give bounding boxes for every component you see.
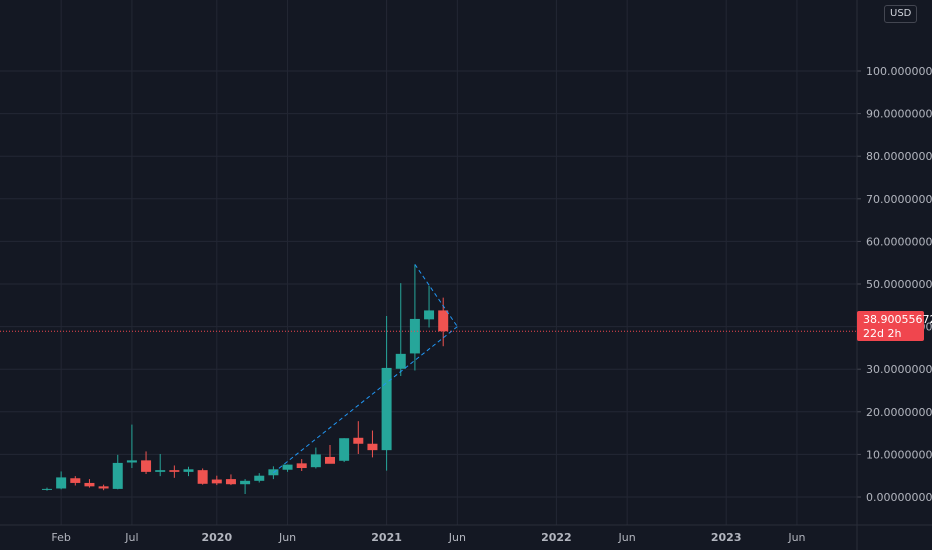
candle-down[interactable] (353, 437, 364, 444)
x-tick-label: 2020 (201, 531, 232, 544)
last-price-badge: 38.90055672 22d 2h (857, 311, 932, 341)
candle-up[interactable] (56, 477, 67, 489)
y-tick-label: 80.00000000 (866, 150, 932, 163)
x-tick-label: Jun (278, 531, 296, 544)
y-tick-label: 0.00000000 (866, 491, 932, 504)
y-tick-label: 100.00000000 (866, 65, 932, 78)
candle-down[interactable] (70, 478, 81, 483)
candle-down[interactable] (98, 486, 109, 489)
x-tick-label: 2021 (371, 531, 402, 544)
x-tick-label: Feb (51, 531, 70, 544)
y-tick-label: 30.00000000 (866, 363, 932, 376)
y-tick-label: 20.00000000 (866, 406, 932, 419)
x-tick-label: 2022 (541, 531, 572, 544)
x-tick-label: Jun (448, 531, 466, 544)
candle-up[interactable] (112, 462, 123, 489)
currency-label: USD (890, 8, 912, 19)
candle-countdown: 22d 2h (863, 327, 902, 340)
candle-up[interactable] (409, 318, 420, 354)
x-tick-label: Jun (787, 531, 805, 544)
y-tick-label: 10.00000000 (866, 448, 932, 461)
trendline[interactable] (414, 264, 458, 327)
y-tick-label: 60.00000000 (866, 235, 932, 248)
y-tick-label: 70.00000000 (866, 193, 932, 206)
candle-up[interactable] (381, 367, 392, 451)
candle-down[interactable] (438, 310, 449, 332)
candle-down[interactable] (84, 482, 95, 487)
candle-up[interactable] (240, 480, 251, 485)
candle-down[interactable] (325, 456, 335, 464)
last-price-value: 38.90055672 (863, 313, 932, 326)
candle-down[interactable] (211, 479, 222, 484)
candle-up[interactable] (339, 438, 350, 461)
candle-down[interactable] (225, 479, 236, 485)
x-tick-label: Jun (618, 531, 636, 544)
candle-up[interactable] (254, 475, 265, 481)
candle-up[interactable] (282, 464, 293, 470)
candle-down[interactable] (169, 470, 180, 472)
currency-selector[interactable]: USD (884, 5, 918, 23)
candle-up[interactable] (310, 454, 321, 468)
y-tick-label: 90.00000000 (866, 108, 932, 121)
candle-down[interactable] (141, 460, 152, 472)
candle-down[interactable] (197, 470, 208, 484)
y-tick-label: 50.00000000 (866, 278, 932, 291)
candle-down[interactable] (296, 463, 307, 469)
candle-up[interactable] (183, 469, 194, 472)
x-tick-label: Jul (124, 531, 138, 544)
candle-up[interactable] (395, 353, 406, 369)
candle-up[interactable] (42, 488, 52, 490)
candle-up[interactable] (424, 310, 435, 320)
x-tick-label: 2023 (711, 531, 742, 544)
candle-down[interactable] (367, 443, 378, 451)
candle-up[interactable] (155, 470, 166, 472)
candle-up[interactable] (126, 460, 137, 463)
